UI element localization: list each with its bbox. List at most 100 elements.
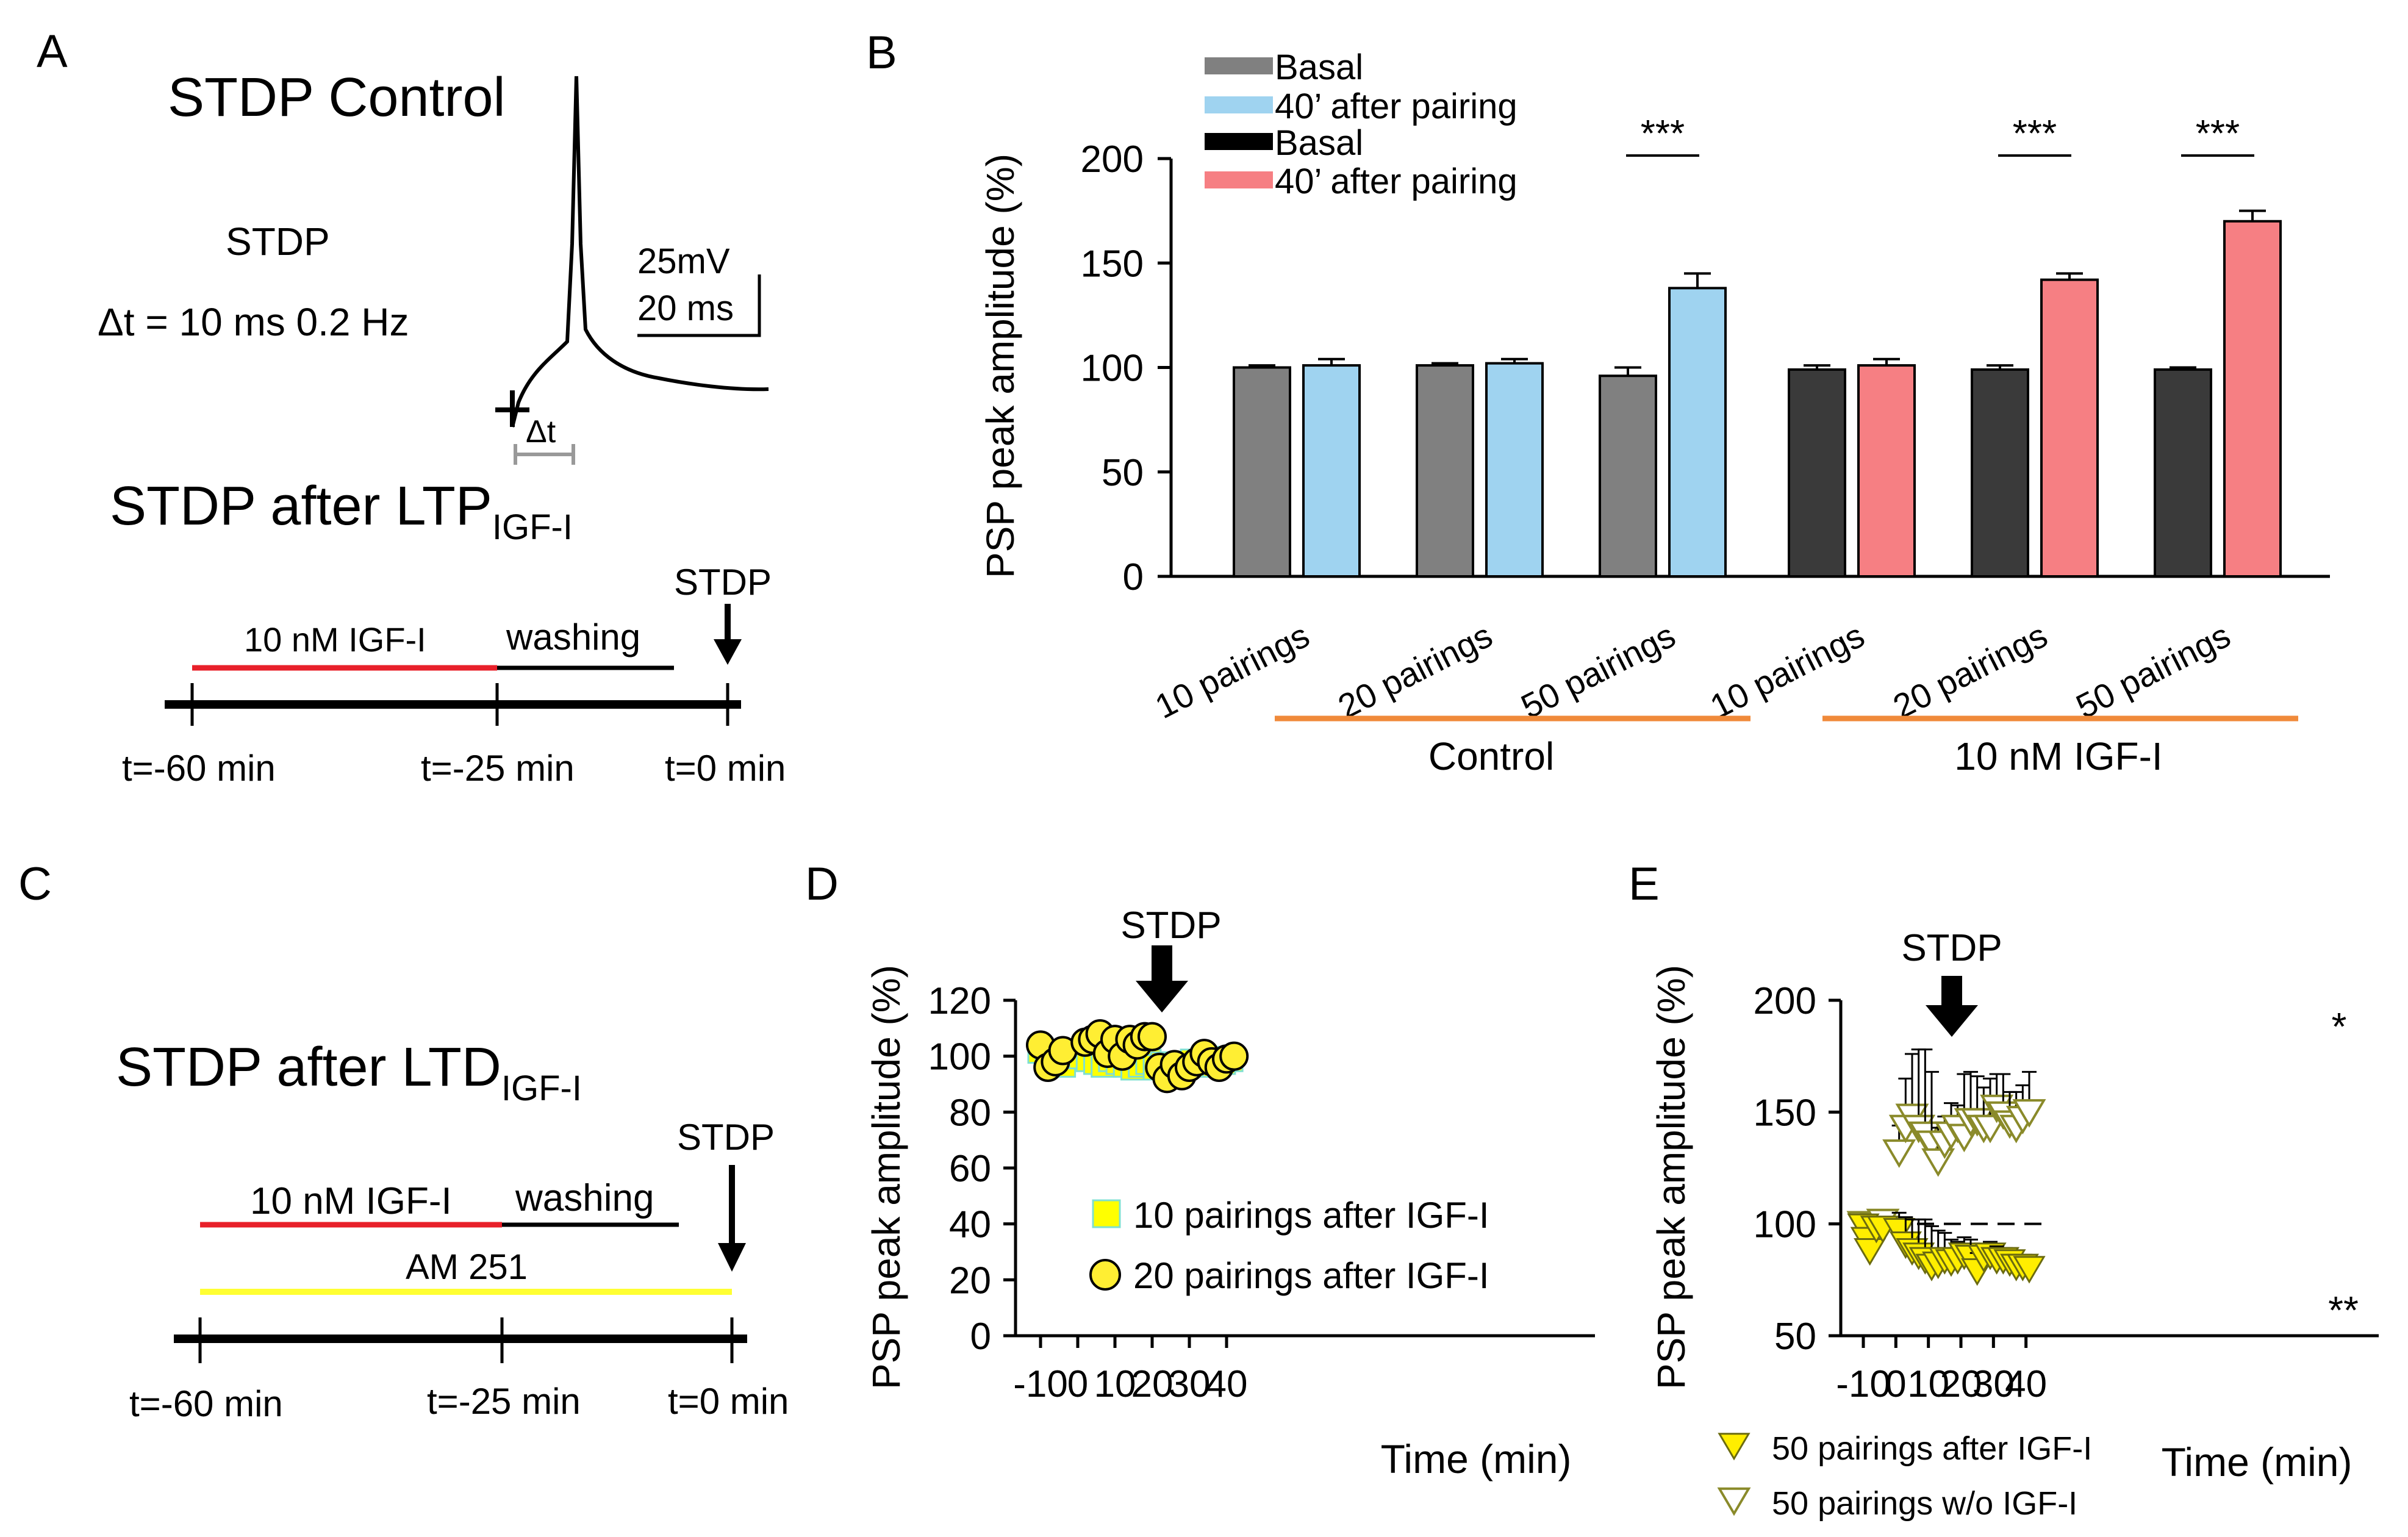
legend-label: 40’ after pairing bbox=[1275, 87, 1518, 126]
basal-bar bbox=[1416, 364, 1474, 578]
legend-label: 40’ after pairing bbox=[1275, 162, 1518, 201]
y-tick-label-d: 60 bbox=[949, 1148, 991, 1190]
category-label: 50 pairings bbox=[2070, 616, 2237, 726]
y-axis-label-d: PSP peak amplitude (%) bbox=[864, 965, 908, 1389]
basal-bar bbox=[1971, 368, 2029, 578]
legend-filled-triangle bbox=[1718, 1433, 1750, 1461]
stdp-annotation-d: STDP bbox=[1120, 905, 1221, 947]
legend-label-open: 50 pairings w/o IGF-I bbox=[1772, 1485, 2077, 1522]
basal-bar bbox=[1599, 374, 1657, 578]
legend-label-filled: 50 pairings after IGF-I bbox=[1772, 1430, 2092, 1467]
x-tick-label-e: -10 bbox=[1836, 1363, 1891, 1405]
stdp-arrowhead-c bbox=[718, 1243, 746, 1272]
after-pairing-bar bbox=[1302, 364, 1361, 578]
x-tick-label-d: -10 bbox=[1013, 1363, 1068, 1405]
panel-label-c: C bbox=[18, 858, 52, 910]
legend-label: Basal bbox=[1275, 48, 1363, 87]
after-pairing-bar bbox=[1668, 287, 1727, 578]
basal-bar bbox=[1233, 366, 1291, 578]
delta-t-bracket bbox=[514, 444, 575, 465]
panel-label-a: A bbox=[37, 26, 68, 77]
delta-t-label: Δt bbox=[526, 414, 556, 450]
y-tick-label-d: 40 bbox=[949, 1204, 991, 1246]
open-triangle-point bbox=[1921, 1148, 1955, 1177]
y-tick-label-d: 20 bbox=[949, 1259, 991, 1302]
category-label: 20 pairings bbox=[1887, 616, 2054, 726]
y-tick-label-b: 150 bbox=[1081, 243, 1144, 285]
category-label: 50 pairings bbox=[1515, 616, 1682, 726]
time-a2: t=-25 min bbox=[421, 748, 575, 789]
group-label-control: Control bbox=[1428, 734, 1554, 778]
x-tick-label-d: 10 bbox=[1094, 1363, 1136, 1405]
significance-top-e: * bbox=[2332, 1005, 2347, 1048]
y-tick-label-e: 200 bbox=[1754, 980, 1816, 1022]
y-axis-label-e: PSP peak amplitude (%) bbox=[1649, 965, 1693, 1389]
filled-triangle-point bbox=[1854, 1238, 1887, 1266]
significance-stars: *** bbox=[1641, 113, 1685, 155]
stdp-annotation-e: STDP bbox=[1901, 927, 2002, 969]
bar-chart-b: 0 50 100 150 200 PSP peak amplitude (%) 10 pai… bbox=[978, 48, 2330, 778]
y-axis-label-b: PSP peak amplitude (%) bbox=[978, 154, 1022, 578]
after-pairing-bar bbox=[2040, 278, 2099, 578]
x-tick-label-e: 10 bbox=[1907, 1363, 1949, 1405]
legend-label: Basal bbox=[1275, 123, 1363, 163]
legend-swatch bbox=[1205, 96, 1273, 113]
panel-label-e: E bbox=[1629, 858, 1660, 910]
y-tick-label-d: 0 bbox=[970, 1316, 991, 1358]
x-tick-label-e: 20 bbox=[1940, 1363, 1982, 1405]
after-pairing-bar bbox=[2223, 220, 2282, 578]
time-a1: t=-60 min bbox=[122, 748, 276, 789]
ltd-title: STDP after LTDIGF-I bbox=[116, 1037, 582, 1108]
stdp-arrowhead-d bbox=[1136, 981, 1188, 1012]
open-triangle-point bbox=[1882, 1139, 1916, 1168]
x-axis-label-d: Time (min) bbox=[1381, 1436, 1572, 1481]
y-tick-label-b: 200 bbox=[1081, 138, 1144, 181]
am251-label: AM 251 bbox=[406, 1247, 528, 1287]
open-triangle-point bbox=[1973, 1114, 2007, 1144]
legend-swatch bbox=[1205, 133, 1273, 150]
y-tick-label-e: 50 bbox=[1774, 1316, 1816, 1358]
time-c3: t=0 min bbox=[668, 1381, 789, 1422]
x-tick-label-e: 0 bbox=[1885, 1363, 1906, 1405]
stdp-label: STDP bbox=[226, 220, 330, 263]
significance-stars: *** bbox=[2196, 113, 2240, 155]
group-label-igf: 10 nM IGF-I bbox=[1954, 734, 2162, 778]
legend-square bbox=[1092, 1199, 1121, 1228]
x-tick-label-d: 20 bbox=[1131, 1363, 1174, 1405]
y-tick-label-d: 100 bbox=[928, 1036, 991, 1078]
x-tick-label-d: 30 bbox=[1169, 1363, 1211, 1405]
circle-point bbox=[1219, 1041, 1249, 1071]
y-tick-label-b: 100 bbox=[1081, 348, 1144, 390]
circle-point bbox=[1138, 1022, 1167, 1052]
stdp-control-title: STDP Control bbox=[168, 67, 506, 128]
stdp-arrow-shaft-e bbox=[1941, 976, 1962, 1006]
significance-stars: *** bbox=[2013, 113, 2057, 155]
stdp-arrowhead-e bbox=[1926, 1005, 1978, 1037]
x-axis-label-e: Time (min) bbox=[2162, 1439, 2352, 1485]
panel-label-d: D bbox=[805, 858, 839, 910]
stdp-arrow-label-c: STDP bbox=[677, 1117, 775, 1158]
x-tick-label-d: 40 bbox=[1206, 1363, 1248, 1405]
x-tick-label-e: 30 bbox=[1973, 1363, 2015, 1405]
stdp-arrowhead-a bbox=[714, 639, 742, 665]
washing-label-c: washing bbox=[515, 1177, 654, 1219]
category-label: 10 pairings bbox=[1149, 616, 1316, 726]
open-triangle-point bbox=[2012, 1099, 2046, 1128]
time-a3: t=0 min bbox=[665, 748, 786, 789]
igf-label-c: 10 nM IGF-I bbox=[250, 1180, 452, 1222]
stdp-arrow-shaft-d bbox=[1152, 945, 1172, 982]
igf-label-a: 10 nM IGF-I bbox=[244, 620, 426, 659]
scale-ms: 20 ms bbox=[637, 288, 734, 328]
legend-swatch bbox=[1205, 171, 1273, 188]
legend-label-circle: 20 pairings after IGF-I bbox=[1133, 1255, 1489, 1296]
time-c2: t=-25 min bbox=[427, 1381, 581, 1422]
y-tick-label-b: 50 bbox=[1102, 452, 1144, 494]
basal-bar bbox=[1788, 368, 1846, 578]
epsp-trace bbox=[511, 76, 769, 428]
category-label: 20 pairings bbox=[1332, 616, 1499, 726]
scale-mv: 25mV bbox=[637, 242, 730, 281]
y-tick-label-d: 80 bbox=[949, 1092, 991, 1134]
